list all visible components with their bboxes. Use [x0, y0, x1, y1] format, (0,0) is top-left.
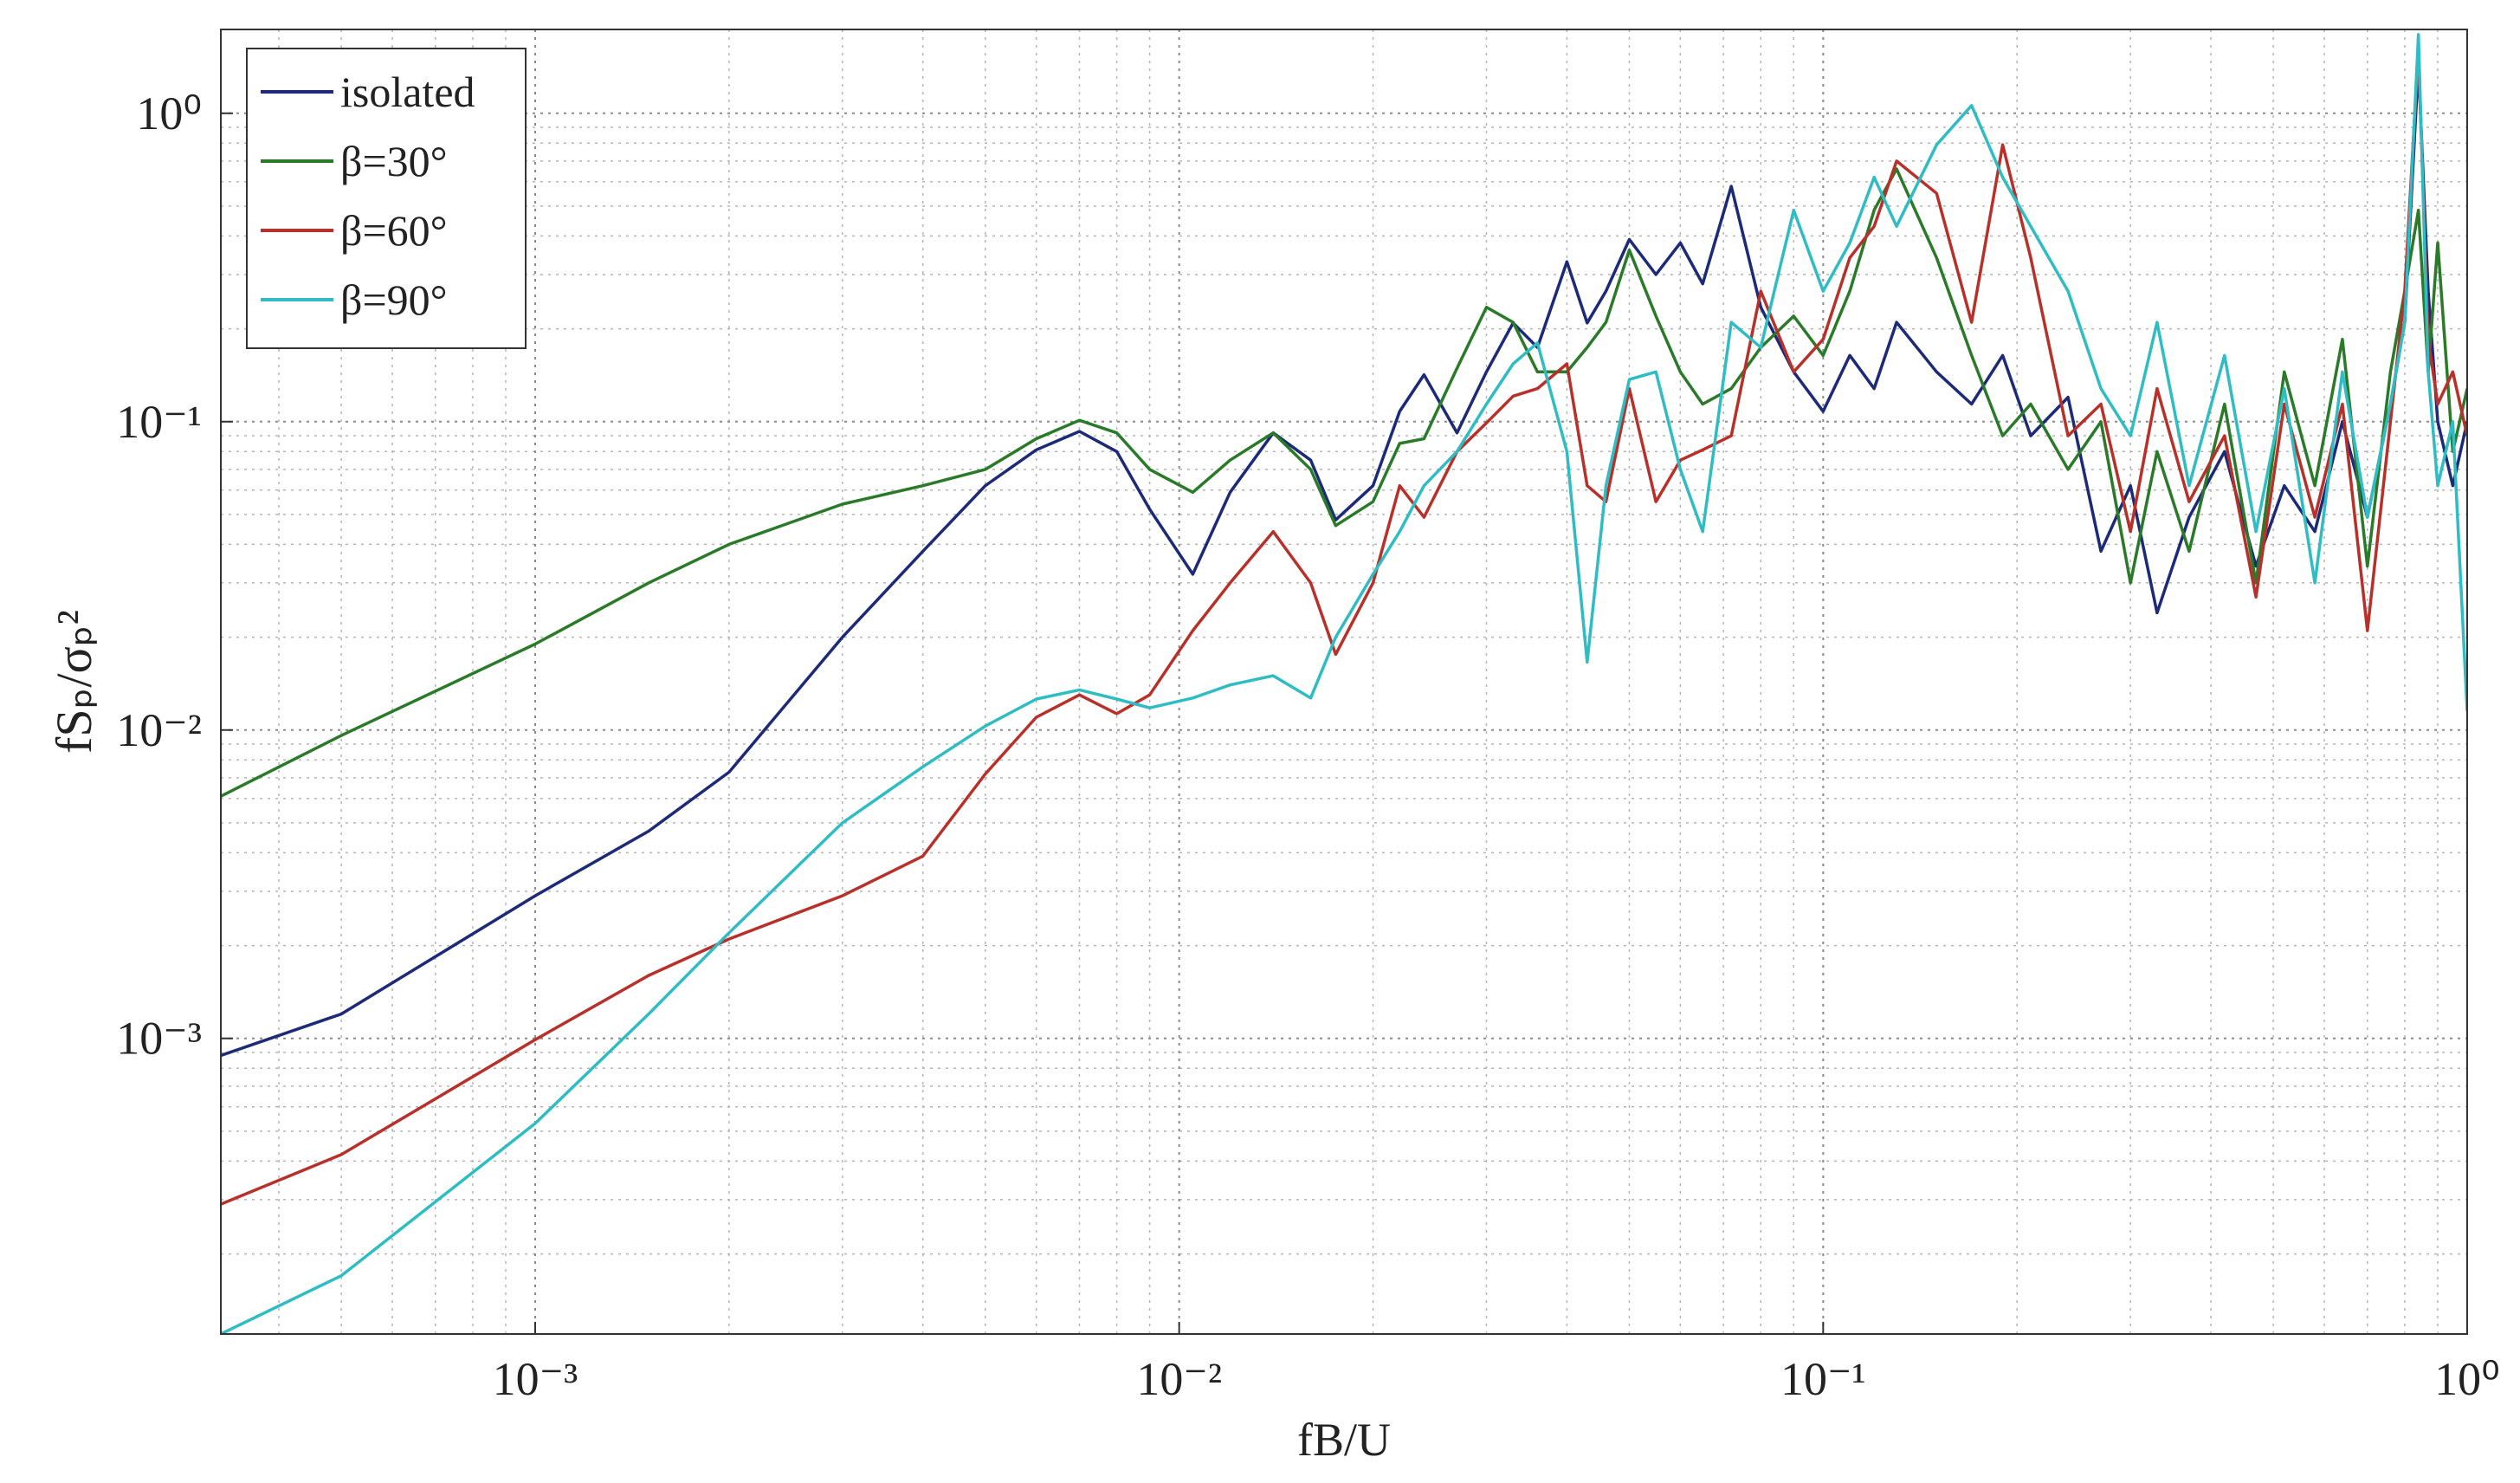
data-line: [221, 62, 2467, 1058]
y-tick-label: 10⁻³: [116, 1013, 202, 1065]
plot-frame: [220, 29, 2468, 1335]
x-axis-label: fB/U: [1297, 1414, 1391, 1466]
plot-lines: [221, 33, 2467, 1334]
y-tick-label: 10⁻²: [116, 704, 202, 756]
x-tick-label: 10⁻³: [493, 1353, 578, 1405]
legend-label: isolated: [340, 68, 475, 116]
x-tick-label: 10⁰: [2434, 1353, 2500, 1405]
axes: 10⁻³ 10⁻² 10⁻¹ 10⁰ 10⁻³ 10⁻² 10⁻¹ 10⁰: [116, 87, 2500, 1405]
y-tick-label: 10⁻¹: [116, 396, 202, 448]
y-tick-label: 10⁰: [136, 87, 202, 139]
legend-label: β=90°: [340, 275, 448, 324]
legend-label: β=30°: [340, 137, 448, 185]
data-line: [221, 33, 2467, 1334]
x-tick-label: 10⁻²: [1136, 1353, 1222, 1405]
data-line: [221, 167, 2467, 798]
legend: isolated β=30° β=60° β=90°: [246, 48, 527, 349]
legend-label: β=60°: [340, 206, 448, 255]
y-axis-label: fSₚ/σₚ²: [46, 610, 102, 754]
x-tick-label: 10⁻¹: [1780, 1353, 1866, 1405]
